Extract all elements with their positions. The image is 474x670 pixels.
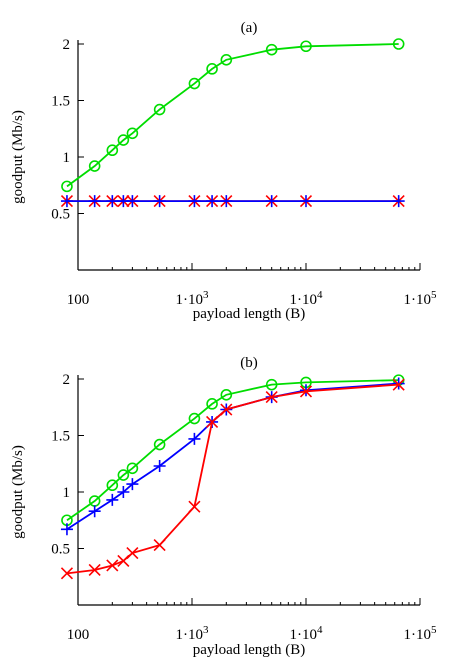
data-point bbox=[299, 385, 313, 398]
data-point bbox=[392, 38, 405, 50]
chart-title: (a) bbox=[241, 20, 258, 36]
data-point bbox=[117, 134, 130, 146]
series-line bbox=[66, 382, 399, 531]
data-point bbox=[106, 559, 119, 572]
data-point bbox=[126, 546, 139, 560]
x-axis-label: payload length (B) bbox=[193, 306, 305, 322]
x-tick-label: 1·104 bbox=[290, 289, 324, 308]
x-tick-label: 100 bbox=[67, 627, 90, 643]
data-point bbox=[188, 195, 201, 208]
data-point bbox=[61, 180, 73, 193]
x-tick-exponent: 3 bbox=[203, 289, 209, 301]
data-point bbox=[60, 567, 74, 580]
x-tick-label: 100 bbox=[67, 292, 90, 308]
x-tick-exponent: 5 bbox=[431, 624, 437, 636]
data-point bbox=[188, 77, 201, 90]
data-point bbox=[153, 195, 166, 208]
data-point bbox=[126, 195, 139, 208]
data-point bbox=[88, 563, 101, 577]
data-point bbox=[117, 469, 130, 481]
y-tick-label: 2 bbox=[63, 37, 71, 53]
chart-title: (b) bbox=[240, 355, 258, 371]
data-point bbox=[206, 415, 219, 429]
x-tick-label: 1·104 bbox=[290, 624, 324, 643]
x-tick-label: 1·103 bbox=[176, 289, 210, 308]
data-point bbox=[88, 160, 101, 172]
data-point bbox=[88, 505, 101, 518]
data-point bbox=[60, 195, 73, 208]
data-point bbox=[220, 54, 233, 66]
data-point bbox=[392, 378, 405, 391]
data-point bbox=[206, 195, 219, 208]
data-point bbox=[265, 43, 278, 56]
data-point bbox=[153, 438, 166, 451]
data-point bbox=[206, 63, 218, 75]
y-axis-label: goodput (Mb/s) bbox=[10, 445, 26, 539]
y-axis-label: goodput (Mb/s) bbox=[10, 110, 26, 204]
data-point bbox=[206, 398, 218, 410]
series-line bbox=[66, 43, 399, 188]
data-point bbox=[220, 389, 233, 401]
data-point bbox=[153, 539, 166, 552]
data-point bbox=[126, 478, 139, 491]
data-point bbox=[106, 479, 119, 492]
y-tick-label: 0.5 bbox=[51, 207, 70, 223]
y-tick-label: 1.5 bbox=[51, 429, 70, 445]
data-point bbox=[106, 493, 119, 506]
data-point bbox=[88, 195, 101, 208]
series-line bbox=[66, 383, 399, 575]
data-point bbox=[126, 127, 139, 140]
data-point bbox=[60, 523, 73, 536]
x-axis-label: payload length (B) bbox=[193, 642, 305, 658]
x-tick-label: 1·105 bbox=[404, 624, 438, 643]
data-point bbox=[188, 412, 201, 425]
x-tick-exponent: 3 bbox=[203, 624, 209, 636]
y-tick-label: 1 bbox=[63, 485, 71, 501]
data-point bbox=[265, 378, 278, 391]
x-tick-label: 1·103 bbox=[176, 624, 210, 643]
chart-panel-b: (b) 0.5 1 1.5 2 100 1·103 1·104 1·105 payload len… bbox=[10, 355, 437, 658]
data-point bbox=[220, 195, 233, 208]
data-point bbox=[117, 486, 130, 498]
data-point bbox=[188, 500, 201, 513]
data-point bbox=[106, 144, 119, 157]
series-x bbox=[60, 378, 405, 580]
series-circle bbox=[61, 374, 405, 527]
series-plus bbox=[60, 195, 405, 208]
series-plus bbox=[60, 377, 405, 536]
data-point bbox=[106, 195, 119, 208]
series-circle bbox=[61, 38, 405, 193]
data-point bbox=[126, 462, 139, 475]
data-point bbox=[153, 103, 166, 116]
chart-panel-a: (a) 0.5 1 1.5 2 100 1·103 1·104 1·105 payload len… bbox=[10, 20, 437, 322]
y-tick-label: 1 bbox=[63, 150, 71, 166]
data-point bbox=[300, 195, 312, 208]
data-point bbox=[265, 195, 278, 208]
x-tick-exponent: 4 bbox=[317, 289, 323, 301]
data-point bbox=[300, 40, 312, 53]
x-tick-exponent: 5 bbox=[431, 289, 437, 301]
x-tick-label: 1·105 bbox=[404, 289, 438, 308]
x-tick-exponent: 4 bbox=[317, 624, 323, 636]
data-point bbox=[153, 460, 166, 473]
data-point bbox=[265, 391, 278, 404]
y-tick-label: 2 bbox=[63, 372, 71, 388]
data-point bbox=[220, 403, 233, 416]
y-tick-label: 0.5 bbox=[51, 542, 70, 558]
data-point bbox=[392, 195, 405, 208]
y-tick-label: 1.5 bbox=[51, 94, 70, 110]
data-point bbox=[188, 432, 201, 445]
